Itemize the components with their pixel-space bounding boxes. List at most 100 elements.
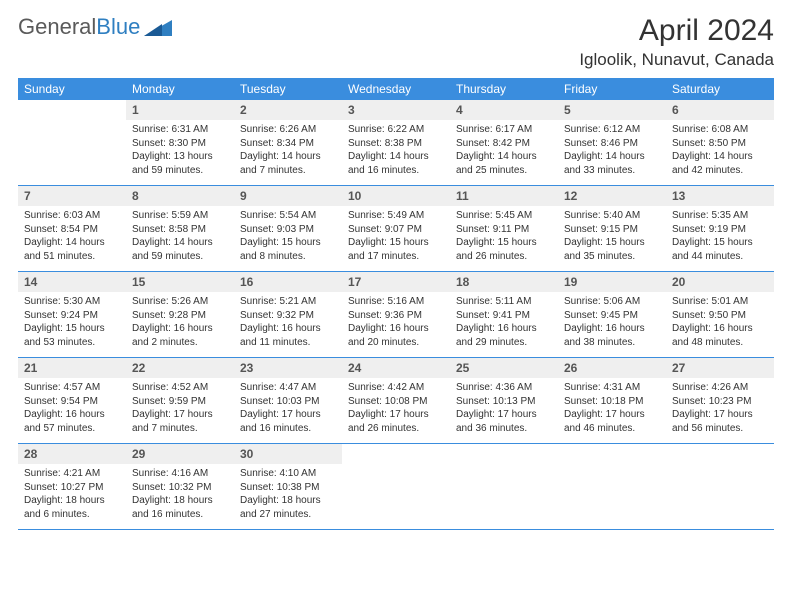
logo-general: General	[18, 14, 96, 39]
sunrise-text: Sunrise: 4:21 AM	[24, 467, 120, 481]
daylight-text: Daylight: 16 hours	[132, 322, 228, 336]
sunrise-text: Sunrise: 6:12 AM	[564, 123, 660, 137]
daylight-text: Daylight: 16 hours	[672, 322, 768, 336]
daylight-text: and 16 minutes.	[132, 508, 228, 522]
daylight-text: Daylight: 14 hours	[456, 150, 552, 164]
sunset-text: Sunset: 8:42 PM	[456, 137, 552, 151]
daylight-text: Daylight: 17 hours	[348, 408, 444, 422]
sunset-text: Sunset: 9:32 PM	[240, 309, 336, 323]
weekday-header: Monday	[126, 78, 234, 100]
daylight-text: and 7 minutes.	[132, 422, 228, 436]
daylight-text: and 7 minutes.	[240, 164, 336, 178]
sunrise-text: Sunrise: 5:26 AM	[132, 295, 228, 309]
daylight-text: Daylight: 15 hours	[24, 322, 120, 336]
sunrise-text: Sunrise: 5:11 AM	[456, 295, 552, 309]
day-cell: Sunrise: 6:12 AMSunset: 8:46 PMDaylight:…	[558, 120, 666, 186]
daylight-text: Daylight: 14 hours	[24, 236, 120, 250]
sunrise-text: Sunrise: 5:35 AM	[672, 209, 768, 223]
day-cell: Sunrise: 4:57 AMSunset: 9:54 PMDaylight:…	[18, 378, 126, 444]
weekday-header: Saturday	[666, 78, 774, 100]
sunset-text: Sunset: 9:41 PM	[456, 309, 552, 323]
day-number: 23	[234, 358, 342, 379]
daylight-text: Daylight: 17 hours	[132, 408, 228, 422]
day-number	[342, 444, 450, 465]
day-content-row: Sunrise: 6:03 AMSunset: 8:54 PMDaylight:…	[18, 206, 774, 272]
weekday-header: Friday	[558, 78, 666, 100]
daylight-text: and 26 minutes.	[348, 422, 444, 436]
day-number: 1	[126, 100, 234, 120]
sunrise-text: Sunrise: 5:21 AM	[240, 295, 336, 309]
day-cell: Sunrise: 6:26 AMSunset: 8:34 PMDaylight:…	[234, 120, 342, 186]
daylight-text: Daylight: 17 hours	[456, 408, 552, 422]
sunrise-text: Sunrise: 5:49 AM	[348, 209, 444, 223]
day-cell: Sunrise: 4:42 AMSunset: 10:08 PMDaylight…	[342, 378, 450, 444]
title-block: April 2024 Igloolik, Nunavut, Canada	[579, 14, 774, 70]
sunset-text: Sunset: 9:24 PM	[24, 309, 120, 323]
sunset-text: Sunset: 8:30 PM	[132, 137, 228, 151]
day-cell	[18, 120, 126, 186]
day-cell: Sunrise: 5:16 AMSunset: 9:36 PMDaylight:…	[342, 292, 450, 358]
daylight-text: Daylight: 18 hours	[24, 494, 120, 508]
daylight-text: and 42 minutes.	[672, 164, 768, 178]
daylight-text: Daylight: 18 hours	[132, 494, 228, 508]
sunrise-text: Sunrise: 6:17 AM	[456, 123, 552, 137]
weekday-header: Sunday	[18, 78, 126, 100]
day-number: 24	[342, 358, 450, 379]
day-number: 19	[558, 272, 666, 293]
daylight-text: and 11 minutes.	[240, 336, 336, 350]
daylight-text: and 16 minutes.	[348, 164, 444, 178]
sunrise-text: Sunrise: 5:16 AM	[348, 295, 444, 309]
daylight-text: and 8 minutes.	[240, 250, 336, 264]
logo-blue: Blue	[96, 14, 140, 39]
day-number: 26	[558, 358, 666, 379]
day-cell: Sunrise: 4:16 AMSunset: 10:32 PMDaylight…	[126, 464, 234, 530]
day-cell: Sunrise: 6:08 AMSunset: 8:50 PMDaylight:…	[666, 120, 774, 186]
day-number-row: 78910111213	[18, 186, 774, 207]
sunset-text: Sunset: 10:13 PM	[456, 395, 552, 409]
daylight-text: and 33 minutes.	[564, 164, 660, 178]
sunrise-text: Sunrise: 4:10 AM	[240, 467, 336, 481]
day-number: 13	[666, 186, 774, 207]
day-cell: Sunrise: 5:54 AMSunset: 9:03 PMDaylight:…	[234, 206, 342, 272]
daylight-text: and 6 minutes.	[24, 508, 120, 522]
weekday-header: Tuesday	[234, 78, 342, 100]
daylight-text: and 59 minutes.	[132, 164, 228, 178]
daylight-text: and 35 minutes.	[564, 250, 660, 264]
day-number: 5	[558, 100, 666, 120]
day-cell: Sunrise: 5:06 AMSunset: 9:45 PMDaylight:…	[558, 292, 666, 358]
daylight-text: and 53 minutes.	[24, 336, 120, 350]
daylight-text: and 46 minutes.	[564, 422, 660, 436]
weekday-header: Thursday	[450, 78, 558, 100]
day-number	[666, 444, 774, 465]
sunset-text: Sunset: 10:03 PM	[240, 395, 336, 409]
sunset-text: Sunset: 8:50 PM	[672, 137, 768, 151]
daylight-text: Daylight: 16 hours	[240, 322, 336, 336]
day-cell: Sunrise: 4:31 AMSunset: 10:18 PMDaylight…	[558, 378, 666, 444]
daylight-text: and 51 minutes.	[24, 250, 120, 264]
day-cell	[558, 464, 666, 530]
day-cell: Sunrise: 4:26 AMSunset: 10:23 PMDaylight…	[666, 378, 774, 444]
day-number: 18	[450, 272, 558, 293]
day-number-row: 14151617181920	[18, 272, 774, 293]
day-cell: Sunrise: 6:03 AMSunset: 8:54 PMDaylight:…	[18, 206, 126, 272]
month-title: April 2024	[579, 14, 774, 48]
day-number: 11	[450, 186, 558, 207]
day-cell: Sunrise: 4:52 AMSunset: 9:59 PMDaylight:…	[126, 378, 234, 444]
daylight-text: Daylight: 16 hours	[348, 322, 444, 336]
day-cell: Sunrise: 5:01 AMSunset: 9:50 PMDaylight:…	[666, 292, 774, 358]
daylight-text: Daylight: 14 hours	[564, 150, 660, 164]
daylight-text: Daylight: 16 hours	[564, 322, 660, 336]
daylight-text: Daylight: 15 hours	[456, 236, 552, 250]
sunrise-text: Sunrise: 6:26 AM	[240, 123, 336, 137]
daylight-text: Daylight: 17 hours	[672, 408, 768, 422]
daylight-text: Daylight: 15 hours	[564, 236, 660, 250]
day-number: 21	[18, 358, 126, 379]
sunset-text: Sunset: 10:23 PM	[672, 395, 768, 409]
daylight-text: Daylight: 15 hours	[240, 236, 336, 250]
sunrise-text: Sunrise: 4:36 AM	[456, 381, 552, 395]
daylight-text: Daylight: 16 hours	[456, 322, 552, 336]
daylight-text: and 56 minutes.	[672, 422, 768, 436]
sunset-text: Sunset: 10:27 PM	[24, 481, 120, 495]
day-number: 3	[342, 100, 450, 120]
logo-text: GeneralBlue	[18, 14, 140, 40]
